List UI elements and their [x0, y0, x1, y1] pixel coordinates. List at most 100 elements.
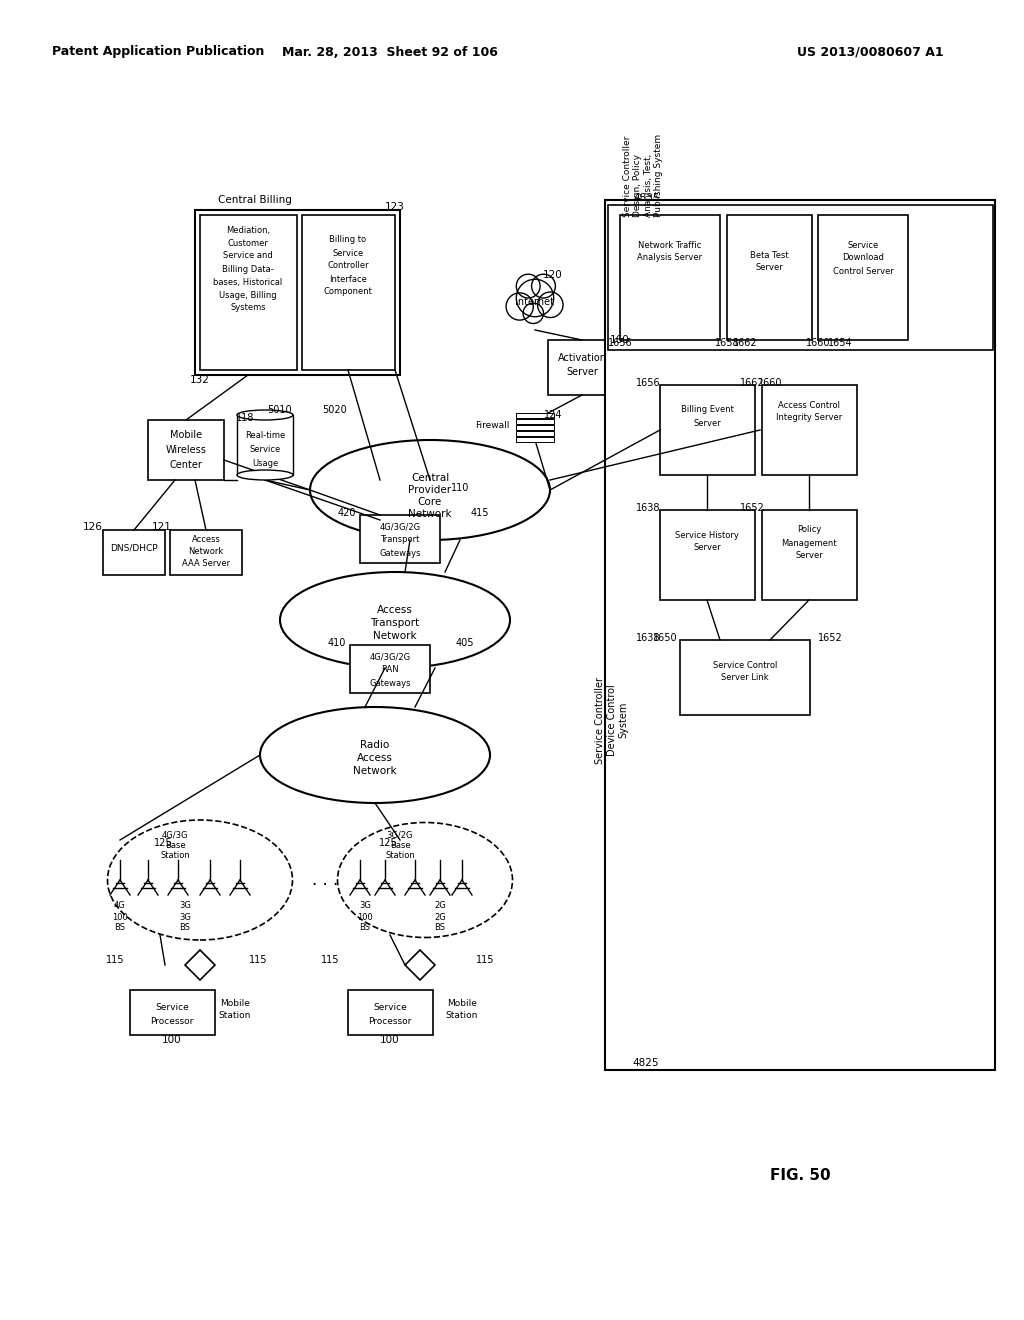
Circle shape	[523, 304, 544, 323]
Text: Firewall: Firewall	[475, 421, 510, 429]
Text: 1638: 1638	[636, 634, 660, 643]
Text: 410: 410	[328, 638, 346, 648]
Text: 4G/3G/2G: 4G/3G/2G	[380, 523, 421, 532]
Text: Station: Station	[445, 1011, 478, 1020]
Text: Usage: Usage	[252, 459, 279, 469]
Text: 100: 100	[162, 1035, 182, 1045]
Circle shape	[516, 280, 554, 317]
Text: BS: BS	[359, 924, 371, 932]
Circle shape	[531, 275, 555, 298]
Bar	[350, 645, 430, 693]
Text: 100: 100	[112, 913, 128, 923]
Text: Service Controller
Device Control
System: Service Controller Device Control System	[595, 676, 629, 763]
Text: 1654: 1654	[827, 338, 852, 348]
Text: 5020: 5020	[323, 405, 347, 414]
Ellipse shape	[260, 708, 490, 803]
Text: 4G/3G/2G: 4G/3G/2G	[370, 652, 411, 661]
Bar	[516, 437, 554, 442]
Text: Network: Network	[353, 766, 397, 776]
Text: 1660: 1660	[806, 338, 830, 348]
Bar	[660, 385, 755, 475]
Bar	[605, 201, 995, 1071]
Text: Processor: Processor	[369, 1016, 412, 1026]
Text: 1660: 1660	[758, 378, 782, 388]
Text: 420: 420	[338, 508, 356, 517]
Text: Control Server: Control Server	[833, 267, 893, 276]
Text: 1658: 1658	[715, 338, 739, 348]
Text: Interface: Interface	[329, 275, 367, 284]
Ellipse shape	[237, 411, 293, 420]
Text: Server Link: Server Link	[721, 673, 769, 682]
Bar	[516, 418, 554, 424]
Text: Controller: Controller	[328, 261, 369, 271]
Text: Service History: Service History	[675, 531, 739, 540]
Text: Activation: Activation	[557, 352, 606, 363]
Text: 118: 118	[236, 413, 254, 422]
Text: 4835: 4835	[633, 193, 659, 203]
Text: Mar. 28, 2013  Sheet 92 of 106: Mar. 28, 2013 Sheet 92 of 106	[282, 45, 498, 58]
Text: 115: 115	[321, 954, 339, 965]
Text: Download: Download	[842, 253, 884, 263]
Text: Service: Service	[848, 240, 879, 249]
Text: 110: 110	[451, 483, 469, 492]
Text: Billing Data-: Billing Data-	[222, 264, 273, 273]
Text: 1638: 1638	[636, 503, 660, 513]
Text: 4G/3G
Base
Station: 4G/3G Base Station	[160, 830, 189, 859]
Text: Access: Access	[377, 605, 413, 615]
Text: 2G: 2G	[434, 900, 445, 909]
Text: Mobile: Mobile	[220, 998, 250, 1007]
Text: Wireless: Wireless	[166, 445, 207, 455]
Text: Station: Station	[219, 1011, 251, 1020]
Text: Server: Server	[755, 264, 783, 272]
Text: 132: 132	[190, 375, 210, 385]
Text: Server: Server	[795, 552, 823, 561]
Text: Gateways: Gateways	[379, 549, 421, 557]
Text: Server: Server	[566, 367, 598, 378]
Text: Network: Network	[373, 631, 417, 642]
Bar	[195, 210, 400, 375]
Bar	[762, 385, 857, 475]
Ellipse shape	[108, 820, 293, 940]
Text: 100: 100	[357, 913, 373, 923]
Text: 115: 115	[105, 954, 124, 965]
Text: Central: Central	[411, 473, 450, 483]
Text: 4825: 4825	[632, 1059, 658, 1068]
Bar	[660, 510, 755, 601]
Text: Network Traffic: Network Traffic	[638, 240, 701, 249]
Text: 121: 121	[152, 521, 172, 532]
Text: Patent Application Publication: Patent Application Publication	[52, 45, 264, 58]
Text: Mediation,: Mediation,	[226, 226, 270, 235]
Text: 3G: 3G	[359, 900, 371, 909]
Text: bases, Historical: bases, Historical	[213, 277, 283, 286]
Bar	[548, 341, 616, 395]
Bar	[148, 420, 224, 480]
Text: 115: 115	[476, 954, 495, 965]
Bar	[516, 413, 554, 418]
Text: 2G: 2G	[434, 913, 445, 923]
Text: Service Controller
Design, Policy
Analysis, Test,
Publishing System: Service Controller Design, Policy Analys…	[623, 133, 664, 216]
Text: Transport: Transport	[371, 618, 420, 628]
Text: 100: 100	[380, 1035, 399, 1045]
Text: 1656: 1656	[636, 378, 660, 388]
Text: Access: Access	[191, 536, 220, 544]
Text: 5010: 5010	[267, 405, 292, 414]
Circle shape	[516, 275, 540, 298]
Text: 1662: 1662	[739, 378, 764, 388]
Text: 123: 123	[385, 202, 404, 213]
Text: 1662: 1662	[733, 338, 758, 348]
Text: Service Control: Service Control	[713, 660, 777, 669]
Text: AAA Server: AAA Server	[182, 560, 230, 569]
Text: Real-time: Real-time	[245, 430, 285, 440]
Bar	[348, 990, 433, 1035]
Text: FIG. 50: FIG. 50	[770, 1167, 830, 1183]
Text: Integrity Server: Integrity Server	[776, 413, 842, 422]
Text: 415: 415	[471, 508, 489, 517]
Text: Systems: Systems	[230, 304, 266, 313]
Text: Center: Center	[170, 459, 203, 470]
Text: 3G/2G
Base
Station: 3G/2G Base Station	[385, 830, 415, 859]
Text: US 2013/0080607 A1: US 2013/0080607 A1	[797, 45, 943, 58]
Text: Usage, Billing: Usage, Billing	[219, 290, 276, 300]
Text: Core: Core	[418, 498, 442, 507]
Text: Network: Network	[409, 510, 452, 519]
Bar	[516, 425, 554, 430]
